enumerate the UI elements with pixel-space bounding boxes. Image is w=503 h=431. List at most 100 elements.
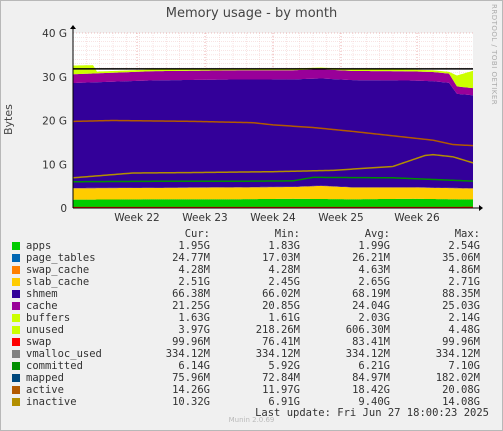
legend-swatch <box>12 326 20 334</box>
legend-avg: 84.97M <box>352 372 390 384</box>
legend-name: buffers <box>26 312 71 324</box>
legend-min: 72.84M <box>262 372 300 384</box>
area-apps <box>73 198 473 208</box>
legend-cur: 334.12M <box>165 348 210 360</box>
line-inactive <box>72 153 474 179</box>
legend-avg: 606.30M <box>345 324 390 336</box>
last-update: Last update: Fri Jun 27 18:00:23 2025 <box>255 407 489 419</box>
legend-min: 5.92G <box>268 360 300 372</box>
legend-avg: 2.03G <box>358 312 390 324</box>
legend-cur: 66.38M <box>172 288 210 300</box>
x-tick-label: Week 22 <box>114 212 159 224</box>
area-cache <box>73 78 473 189</box>
legend-cur: 75.96M <box>172 372 210 384</box>
legend-swatch <box>12 350 20 358</box>
x-tick-label: Week 25 <box>318 212 363 224</box>
legend-row-slab-cache: slab_cache 2.51G 2.45G 2.65G 2.71G <box>12 276 492 288</box>
legend-header: Cur: Min: Avg: Max: <box>12 228 492 240</box>
legend-row-swap: swap 99.96M 76.41M 83.41M 99.96M <box>12 336 492 348</box>
legend-max: 88.35M <box>442 288 480 300</box>
legend-avg: 2.65G <box>358 276 390 288</box>
legend-table: Cur: Min: Avg: Max: apps 1.95G 1.83G 1.99G 2… <box>12 228 492 408</box>
y-tick-label: 40 G <box>42 28 67 40</box>
legend-max: 7.10G <box>448 360 480 372</box>
legend-avg: 6.21G <box>358 360 390 372</box>
legend-name: mapped <box>26 372 64 384</box>
legend-cur: 24.77M <box>172 252 210 264</box>
legend-max: 2.14G <box>448 312 480 324</box>
y-tick-label: 20 G <box>42 116 67 128</box>
legend-name: unused <box>26 324 64 336</box>
legend-row-swap-cache: swap_cache 4.28M 4.28M 4.63M 4.86M <box>12 264 492 276</box>
legend-cur: 14.26G <box>172 384 210 396</box>
legend-row-unused: unused 3.97G 218.26M 606.30M 4.48G <box>12 324 492 336</box>
legend-header-avg: Avg: <box>364 228 390 240</box>
y-tick-label: 30 G <box>42 72 67 84</box>
legend-cur: 10.32G <box>172 396 210 408</box>
legend-avg: 4.63M <box>358 264 390 276</box>
legend-min: 66.02M <box>262 288 300 300</box>
y-tick-label: 0 <box>60 203 67 215</box>
legend-name: apps <box>26 240 52 252</box>
legend-swatch <box>12 338 20 346</box>
legend-avg: 83.41M <box>352 336 390 348</box>
legend-avg: 18.42G <box>352 384 390 396</box>
legend-max: 2.54G <box>448 240 480 252</box>
memory-area-chart: 0 10 G 20 G 30 G 40 G Week 22 Week 23 Week 24 We… <box>42 25 483 224</box>
legend-swatch <box>12 278 20 286</box>
legend-swatch <box>12 254 20 262</box>
legend-max: 182.02M <box>435 372 480 384</box>
area-shmem <box>73 185 473 189</box>
legend-avg: 334.12M <box>345 348 390 360</box>
legend-header-cur: Cur: <box>184 228 210 240</box>
area-slab-cache <box>73 185 473 200</box>
legend-min: 76.41M <box>262 336 300 348</box>
legend-max: 99.96M <box>442 336 480 348</box>
legend-cur: 3.97G <box>178 324 210 336</box>
legend-name: vmalloc_used <box>26 348 102 360</box>
legend-name: inactive <box>26 396 77 408</box>
legend-min: 334.12M <box>255 348 300 360</box>
legend-min: 20.85G <box>262 300 300 312</box>
legend-min: 1.83G <box>268 240 300 252</box>
legend-row-apps: apps 1.95G 1.83G 1.99G 2.54G <box>12 240 492 252</box>
legend-row-vmalloc-used: vmalloc_used 334.12M 334.12M 334.12M 334.12M <box>12 348 492 360</box>
legend-name: cache <box>26 300 58 312</box>
legend-row-committed: committed 6.14G 5.92G 6.21G 7.10G <box>12 360 492 372</box>
y-tick-label: 10 G <box>42 159 67 171</box>
line-active <box>72 119 474 147</box>
legend-header-min: Min: <box>274 228 300 240</box>
legend-min: 6.91G <box>268 396 300 408</box>
legend-row-mapped: mapped 75.96M 72.84M 84.97M 182.02M <box>12 372 492 384</box>
legend-max: 4.86M <box>448 264 480 276</box>
x-tick-label: Week 24 <box>250 212 296 224</box>
legend-cur: 1.95G <box>178 240 210 252</box>
legend-min: 17.03M <box>262 252 300 264</box>
legend-cur: 99.96M <box>172 336 210 348</box>
legend-cur: 4.28M <box>178 264 210 276</box>
legend-max: 4.48G <box>448 324 480 336</box>
legend-row-shmem: shmem 66.38M 66.02M 68.19M 88.35M <box>12 288 492 300</box>
legend-avg: 1.99G <box>358 240 390 252</box>
legend-swatch <box>12 374 20 382</box>
legend-cur: 21.25G <box>172 300 210 312</box>
legend-min: 1.61G <box>268 312 300 324</box>
legend-row-page-tables: page_tables 24.77M 17.03M 26.21M 35.06M <box>12 252 492 264</box>
legend-row-buffers: buffers 1.63G 1.61G 2.03G 2.14G <box>12 312 492 324</box>
x-axis-arrow <box>479 205 483 211</box>
legend-max: 334.12M <box>435 348 480 360</box>
legend-max: 25.03G <box>442 300 480 312</box>
legend-row-inactive: inactive 10.32G 6.91G 9.40G 14.08G <box>12 396 492 408</box>
area-unused <box>73 65 473 89</box>
legend-name: swap_cache <box>26 264 90 276</box>
y-axis-arrow <box>70 25 76 29</box>
legend-min: 4.28M <box>268 264 300 276</box>
line-committed <box>72 176 474 183</box>
legend-name: page_tables <box>26 252 96 264</box>
legend-swatch <box>12 398 20 406</box>
legend-name: swap <box>26 336 52 348</box>
legend-max: 35.06M <box>442 252 480 264</box>
legend-swatch <box>12 386 20 394</box>
legend-avg: 9.40G <box>358 396 390 408</box>
legend-name: shmem <box>26 288 58 300</box>
